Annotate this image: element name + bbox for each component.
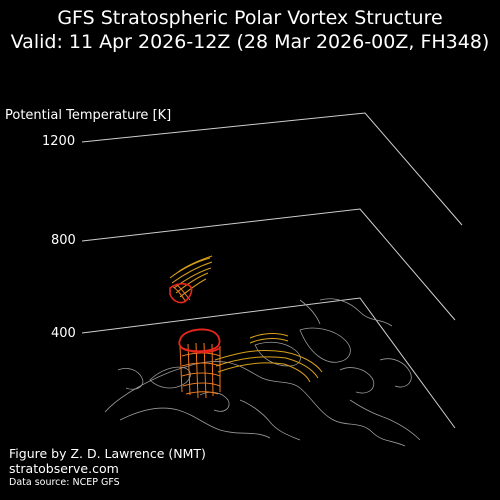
- main-vortex-isosurface: [178, 328, 323, 399]
- data-source: Data source: NCEP GFS: [9, 477, 120, 488]
- upper-vortex-isosurface: [169, 255, 213, 304]
- z-tick-label-400: 400: [51, 326, 76, 341]
- plane-800-outline: [81, 208, 456, 321]
- main-vortex-outer-arm: [214, 333, 323, 383]
- level-plane-1200: [81, 112, 463, 226]
- chart-title: GFS Stratospheric Polar Vortex Structure: [57, 7, 443, 29]
- upper-vortex-outer: [169, 255, 213, 298]
- main-vortex-edge: [178, 328, 221, 354]
- z-tick-label-1200: 1200: [42, 134, 76, 149]
- website-credit: stratobserve.com: [9, 461, 119, 476]
- coastline-map: [104, 298, 421, 447]
- upper-vortex-edge: [169, 283, 193, 304]
- chart-subtitle: Valid: 11 Apr 2026-12Z (28 Mar 2026-00Z,…: [10, 31, 490, 53]
- z-tick-label-800: 800: [51, 233, 76, 248]
- level-plane-400: [81, 297, 456, 429]
- main-vortex-column: [179, 342, 221, 399]
- z-axis-label: Potential Temperature [K]: [5, 108, 172, 123]
- plane-400-outline: [81, 297, 456, 429]
- level-plane-800: [81, 208, 456, 321]
- figure-credit: Figure by Z. D. Lawrence (NMT): [9, 446, 206, 461]
- plane-1200-outline: [81, 112, 463, 226]
